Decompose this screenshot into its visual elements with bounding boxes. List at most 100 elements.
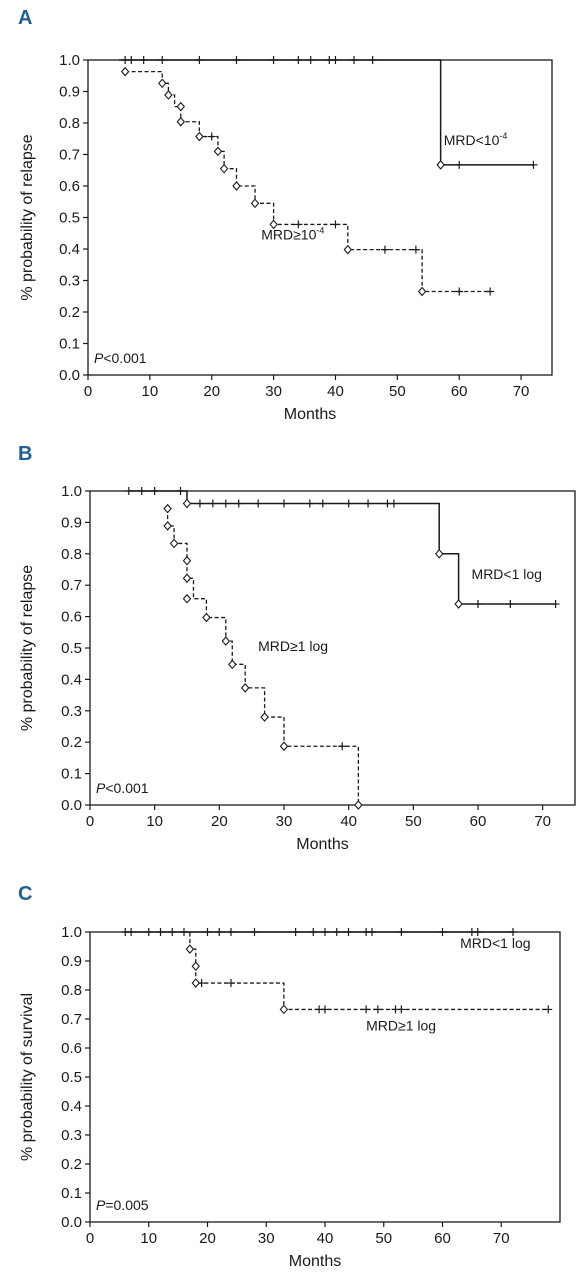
panel-c: C 0.0 0.1 0.2 0.3 0.4 0.5 0.6 0.7 0.8 0.9 1.0 0 10 20 3…	[18, 883, 561, 1270]
x-tick-label: 50	[389, 383, 406, 400]
event-marker	[269, 219, 278, 230]
y-tick-label: 0.3	[61, 703, 82, 720]
series-dashed	[120, 66, 495, 297]
censor-mark	[368, 56, 377, 64]
x-tick-label: 20	[203, 383, 220, 400]
censor-mark	[208, 499, 217, 508]
censor-mark	[474, 600, 482, 609]
censor-mark	[168, 928, 177, 936]
censor-mark	[195, 499, 204, 508]
x-tick-label: 30	[265, 383, 282, 400]
event-marker	[182, 555, 192, 566]
event-marker	[163, 521, 172, 531]
censor-mark	[227, 979, 235, 988]
censor-mark	[455, 287, 464, 296]
x-tick-label: 70	[513, 383, 530, 400]
censor-mark	[509, 928, 517, 936]
survival-curve	[128, 490, 556, 605]
plot-frame	[89, 490, 576, 806]
censor-mark	[215, 928, 224, 936]
event-marker	[434, 548, 444, 559]
censor-mark	[234, 499, 243, 508]
censor-mark	[291, 928, 300, 936]
censor-mark	[150, 487, 159, 495]
y-axis-label: % probability of relapse	[19, 134, 36, 300]
event-marker	[343, 244, 353, 255]
censor-mark	[158, 56, 167, 64]
y-tick-label: 0.5	[61, 1069, 82, 1086]
censor-mark	[305, 499, 314, 508]
censor-mark	[364, 499, 373, 508]
y-axis-label: % probability of survival	[19, 993, 36, 1161]
y-tick-label: 0.6	[59, 178, 80, 195]
y-tick-label: 0.5	[61, 640, 82, 657]
y-tick-label: 0.1	[61, 766, 82, 783]
panel-a: A 0.0 0.1 0.2 0.3 0.4 0.5 0.6 0.7 0.8 0.9 1.0 0 10 20 3…	[18, 7, 553, 423]
event-marker	[417, 286, 427, 297]
event-marker	[228, 659, 237, 670]
series-solid	[118, 56, 538, 170]
event-marker	[250, 198, 260, 209]
censor-mark	[127, 928, 136, 936]
y-tick-label: 0.3	[59, 273, 80, 290]
series-solid	[121, 928, 517, 936]
censor-mark	[551, 600, 560, 609]
event-marker	[240, 683, 250, 693]
censor-mark	[455, 160, 464, 169]
event-marker	[221, 636, 231, 646]
event-marker	[176, 116, 186, 127]
panel-letter: C	[18, 883, 32, 905]
censor-mark	[529, 160, 538, 169]
p-value: P=0.005	[96, 1197, 149, 1213]
event-marker	[191, 961, 200, 972]
censor-mark	[397, 928, 406, 936]
x-tick-label: 0	[86, 813, 94, 830]
censor-mark	[254, 499, 263, 508]
event-marker	[354, 800, 363, 810]
series-annotation: MRD<1 log	[472, 566, 542, 582]
censor-mark	[232, 56, 241, 64]
y-tick-label: 1.0	[59, 52, 80, 69]
censor-mark	[127, 56, 136, 64]
censor-mark	[321, 928, 329, 936]
censor-mark	[380, 245, 389, 254]
x-tick-label: 30	[276, 813, 293, 830]
event-marker	[279, 1004, 289, 1015]
y-tick-label: 0.2	[61, 1156, 82, 1173]
censor-mark	[321, 1005, 329, 1014]
event-marker	[169, 538, 179, 549]
censor-mark	[306, 56, 315, 64]
panel-letter: A	[18, 7, 32, 29]
y-tick-label: 0.3	[61, 1127, 82, 1144]
y-tick-label: 0.7	[61, 577, 82, 594]
x-tick-label: 20	[199, 1230, 216, 1247]
censor-mark	[389, 499, 398, 508]
x-tick-label: 40	[340, 813, 357, 830]
event-marker	[219, 163, 229, 174]
y-tick-label: 0.2	[59, 304, 80, 321]
y-tick-label: 0.4	[61, 1098, 82, 1115]
y-tick-label: 1.0	[61, 483, 82, 500]
y-tick-label: 1.0	[61, 924, 82, 941]
censor-mark	[368, 928, 376, 936]
survival-curve	[118, 59, 534, 166]
censor-mark	[473, 928, 482, 936]
event-marker	[232, 181, 241, 191]
p-value: P<0.001	[94, 350, 147, 366]
censor-mark	[250, 928, 259, 936]
censor-mark	[344, 499, 353, 508]
x-axis-label: Months	[284, 406, 336, 423]
censor-mark	[124, 487, 133, 495]
y-tick-label: 0.7	[59, 147, 80, 164]
event-marker	[279, 741, 289, 752]
censor-mark	[544, 1005, 553, 1014]
censor-mark	[331, 56, 340, 64]
censor-mark	[144, 928, 153, 936]
event-marker	[191, 978, 200, 988]
censor-mark	[373, 1005, 382, 1014]
y-tick-label: 0.1	[61, 1185, 82, 1202]
event-marker	[454, 599, 463, 609]
y-tick-label: 0.8	[61, 546, 82, 563]
x-tick-label: 50	[405, 813, 422, 830]
event-marker	[176, 101, 186, 112]
